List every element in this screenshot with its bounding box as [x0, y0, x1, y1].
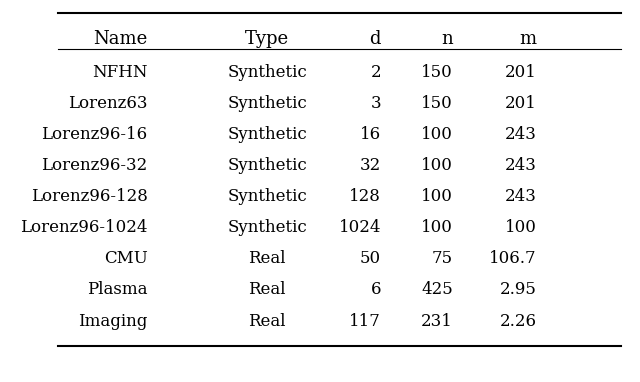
Text: 100: 100 [505, 219, 537, 236]
Text: 1024: 1024 [339, 219, 381, 236]
Text: 243: 243 [505, 188, 537, 205]
Text: Imaging: Imaging [78, 312, 147, 330]
Text: 100: 100 [421, 219, 453, 236]
Text: NFHN: NFHN [92, 64, 147, 81]
Text: Lorenz96-32: Lorenz96-32 [41, 157, 147, 174]
Text: Lorenz96-128: Lorenz96-128 [31, 188, 147, 205]
Text: 50: 50 [360, 250, 381, 267]
Text: 2.95: 2.95 [500, 282, 537, 298]
Text: 150: 150 [421, 95, 453, 112]
Text: Synthetic: Synthetic [227, 126, 307, 143]
Text: m: m [520, 30, 537, 48]
Text: Type: Type [245, 30, 289, 48]
Text: 106.7: 106.7 [489, 250, 537, 267]
Text: 100: 100 [421, 188, 453, 205]
Text: Synthetic: Synthetic [227, 157, 307, 174]
Text: 201: 201 [505, 95, 537, 112]
Text: 75: 75 [432, 250, 453, 267]
Text: 32: 32 [360, 157, 381, 174]
Text: 243: 243 [505, 126, 537, 143]
Text: Real: Real [248, 312, 286, 330]
Text: Name: Name [93, 30, 147, 48]
Text: Synthetic: Synthetic [227, 219, 307, 236]
Text: d: d [369, 30, 381, 48]
Text: 6: 6 [371, 282, 381, 298]
Text: n: n [441, 30, 453, 48]
Text: 117: 117 [349, 312, 381, 330]
Text: Synthetic: Synthetic [227, 188, 307, 205]
Text: 2.26: 2.26 [500, 312, 537, 330]
Text: 201: 201 [505, 64, 537, 81]
Text: 425: 425 [421, 282, 453, 298]
Text: 3: 3 [371, 95, 381, 112]
Text: 2: 2 [371, 64, 381, 81]
Text: 100: 100 [421, 157, 453, 174]
Text: 150: 150 [421, 64, 453, 81]
Text: CMU: CMU [104, 250, 147, 267]
Text: Real: Real [248, 250, 286, 267]
Text: Lorenz96-16: Lorenz96-16 [42, 126, 147, 143]
Text: Plasma: Plasma [87, 282, 147, 298]
Text: Lorenz63: Lorenz63 [68, 95, 147, 112]
Text: 128: 128 [349, 188, 381, 205]
Text: Real: Real [248, 282, 286, 298]
Text: Lorenz96-1024: Lorenz96-1024 [20, 219, 147, 236]
Text: 16: 16 [360, 126, 381, 143]
Text: 243: 243 [505, 157, 537, 174]
Text: 231: 231 [421, 312, 453, 330]
Text: Synthetic: Synthetic [227, 95, 307, 112]
Text: Synthetic: Synthetic [227, 64, 307, 81]
Text: 100: 100 [421, 126, 453, 143]
